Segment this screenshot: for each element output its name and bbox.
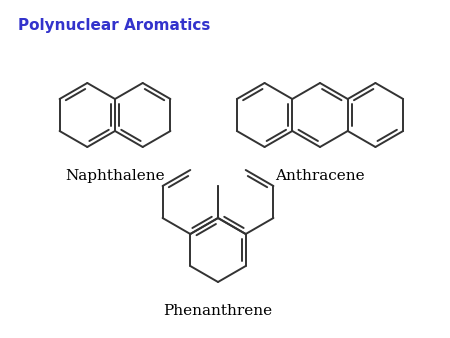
Text: Anthracene: Anthracene: [275, 169, 365, 183]
Text: Phenanthrene: Phenanthrene: [163, 304, 273, 318]
Text: Naphthalene: Naphthalene: [65, 169, 165, 183]
Text: Polynuclear Aromatics: Polynuclear Aromatics: [18, 18, 211, 33]
